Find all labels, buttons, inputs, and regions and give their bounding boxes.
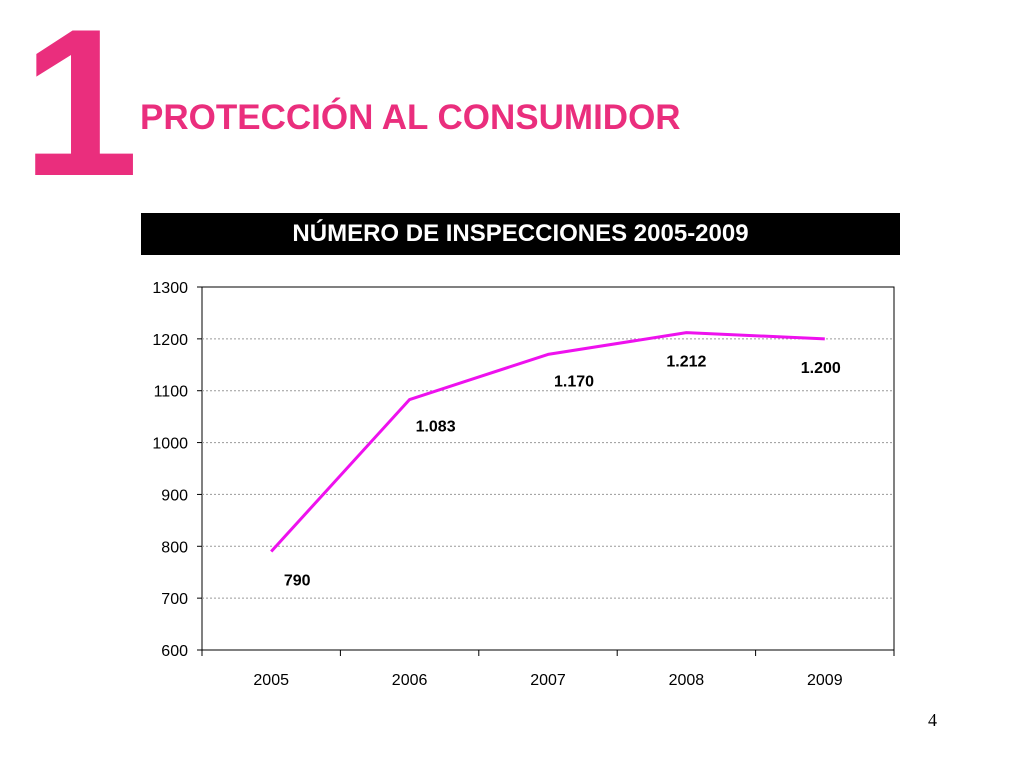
data-label: 1.083	[416, 419, 456, 436]
y-tick-label: 1200	[152, 332, 188, 349]
plot-area	[201, 286, 895, 651]
y-tick-label: 800	[161, 539, 188, 556]
chart-title-banner: NÚMERO DE INSPECCIONES 2005-2009	[141, 213, 900, 255]
y-tick-label: 700	[161, 591, 188, 608]
data-label: 790	[284, 572, 311, 589]
x-tick-label: 2005	[253, 672, 289, 689]
y-tick-label: 1100	[154, 384, 189, 401]
section-title: PROTECCIÓN AL CONSUMIDOR	[140, 98, 681, 137]
x-tick-label: 2009	[807, 672, 843, 689]
x-tick-label: 2006	[392, 672, 428, 689]
chart-title: NÚMERO DE INSPECCIONES 2005-2009	[292, 220, 749, 247]
y-tick-label: 1300	[152, 280, 188, 297]
data-label: 1.212	[666, 354, 706, 371]
data-label: 1.200	[801, 360, 841, 377]
y-tick-label: 900	[161, 487, 188, 504]
x-tick-label: 2008	[669, 672, 705, 689]
page-number: 4	[928, 710, 937, 730]
y-tick-label: 1000	[152, 436, 188, 453]
y-tick-label: 600	[161, 643, 188, 660]
data-label: 1.170	[554, 373, 594, 390]
x-tick-label: 2007	[530, 672, 566, 689]
section-number: 1	[22, 0, 139, 220]
